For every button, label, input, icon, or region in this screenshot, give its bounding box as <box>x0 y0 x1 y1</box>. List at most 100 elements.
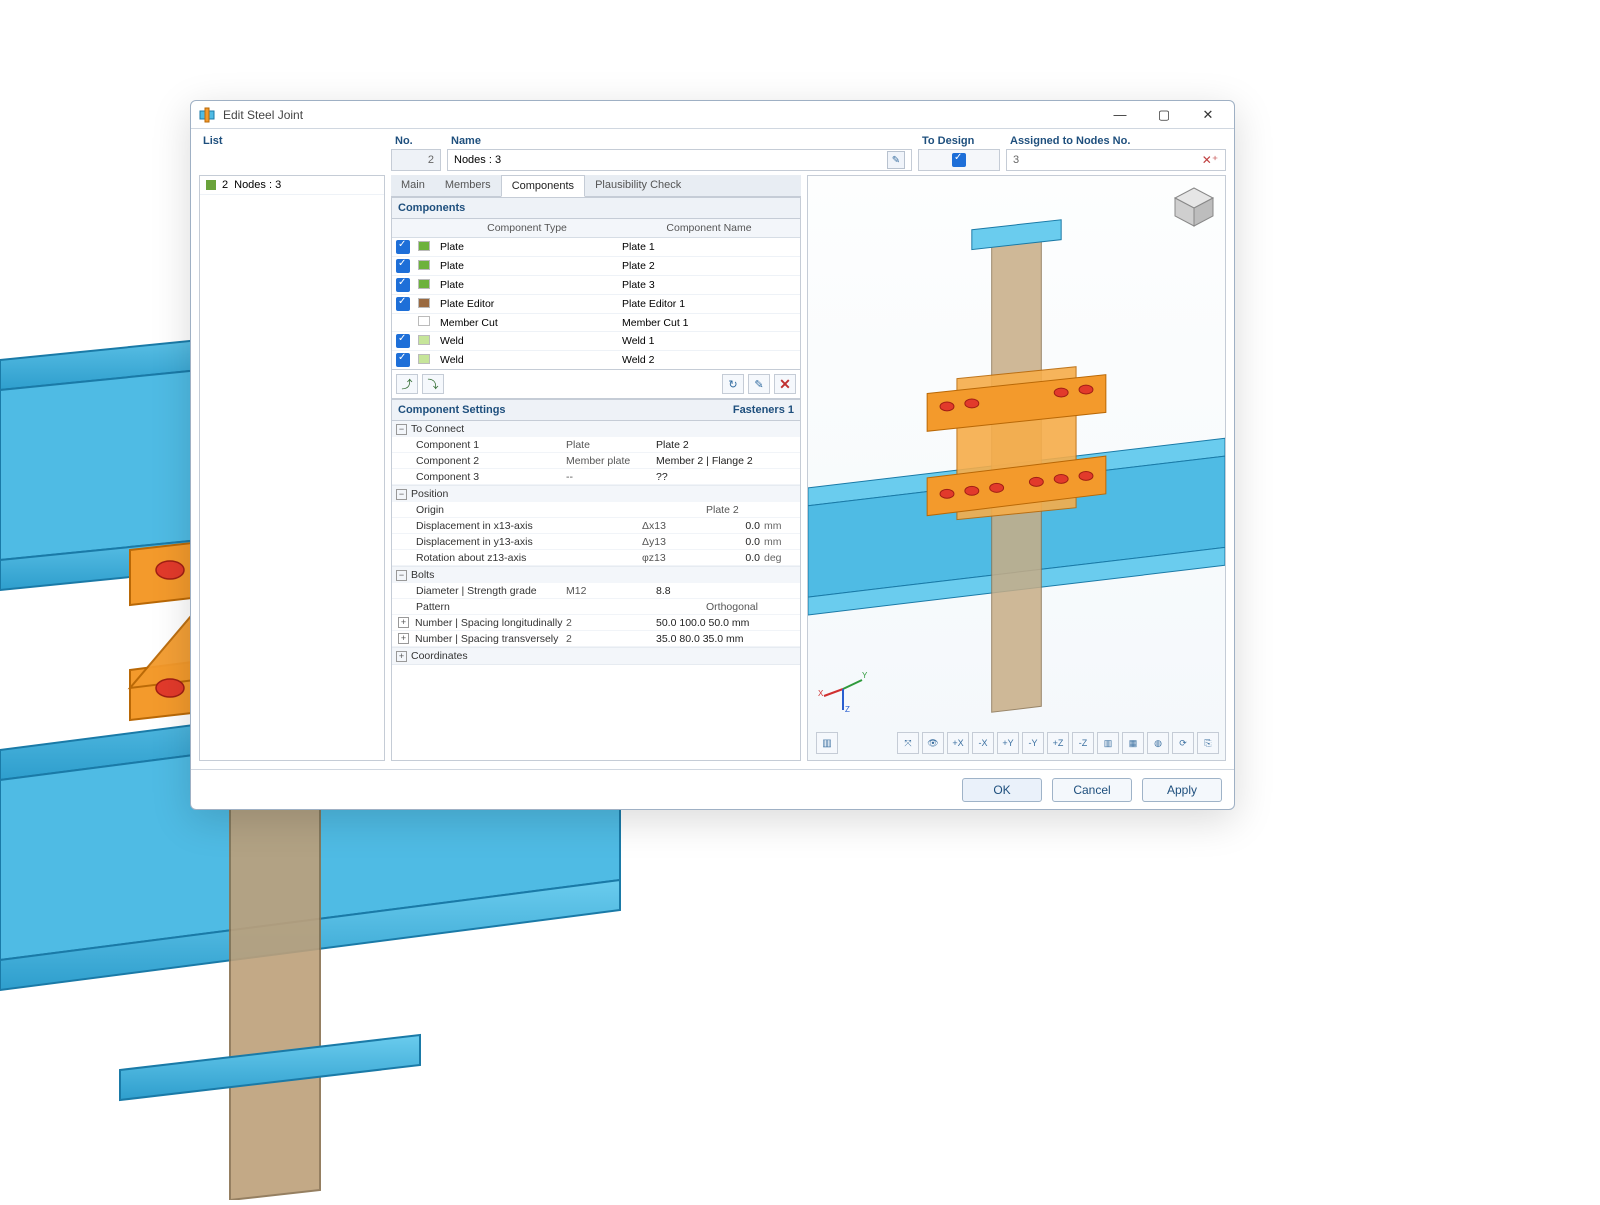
expand-toggle[interactable]: − <box>396 424 407 435</box>
row-checkbox[interactable] <box>396 240 410 254</box>
edit-button[interactable]: ✎ <box>748 374 770 394</box>
viewport-tool-12[interactable]: ⎘ <box>1197 732 1219 754</box>
tab-components[interactable]: Components <box>501 175 585 197</box>
component-row[interactable]: PlatePlate 3 <box>392 276 800 295</box>
value-name: Nodes : 3 <box>454 154 501 166</box>
row-checkbox[interactable] <box>396 297 410 311</box>
row-color-swatch-icon <box>418 316 430 326</box>
pick-nodes-icon[interactable]: ✕⁺ <box>1201 151 1219 169</box>
property-group-header[interactable]: −To Connect <box>392 421 800 437</box>
tab-plausibility-check[interactable]: Plausibility Check <box>585 175 691 196</box>
property-row[interactable]: PatternOrthogonal <box>392 599 800 615</box>
ok-button[interactable]: OK <box>962 778 1042 802</box>
delete-button[interactable]: ✕ <box>774 374 796 394</box>
minimize-button[interactable]: — <box>1102 105 1138 125</box>
row-name: Member Cut 1 <box>618 315 800 331</box>
property-row[interactable]: OriginPlate 2 <box>392 502 800 518</box>
append-row-button[interactable]: ⤵ <box>422 374 444 394</box>
property-key: Component 1 <box>416 439 566 451</box>
property-row[interactable]: Component 2Member plateMember 2 | Flange… <box>392 453 800 469</box>
property-group-header[interactable]: −Position <box>392 486 800 502</box>
viewport-tool-5[interactable]: -Y <box>1022 732 1044 754</box>
component-row[interactable]: WeldWeld 1 <box>392 332 800 351</box>
viewport-tool-11[interactable]: ⟳ <box>1172 732 1194 754</box>
settings-section-title: Component Settings <box>398 404 506 416</box>
app-icon <box>199 107 215 123</box>
apply-button[interactable]: Apply <box>1142 778 1222 802</box>
expand-toggle[interactable]: − <box>396 489 407 500</box>
viewport-render <box>808 176 1225 760</box>
property-row[interactable]: Displacement in y13-axisΔy130.0mm <box>392 534 800 550</box>
tab-members[interactable]: Members <box>435 175 501 196</box>
group-label: Bolts <box>411 569 434 581</box>
field-name[interactable]: Nodes : 3 ✎ <box>447 149 912 171</box>
property-row[interactable]: Rotation about z13-axisφz130.0deg <box>392 550 800 566</box>
component-row[interactable]: PlatePlate 1 <box>392 238 800 257</box>
property-value: 0.0 <box>690 520 760 532</box>
grid-toolbar: ⤴ ⤵ ↻ ✎ ✕ <box>391 370 801 399</box>
components-grid[interactable]: Component TypeComponent Name PlatePlate … <box>391 218 801 370</box>
property-value: 0.0 <box>690 536 760 548</box>
viewport-tool-6[interactable]: +Z <box>1047 732 1069 754</box>
dialog-footer: OK Cancel Apply <box>191 769 1234 809</box>
property-v1: Member plate <box>566 455 656 467</box>
field-to-design[interactable] <box>918 149 1000 171</box>
property-v2: ?? <box>656 471 796 483</box>
viewport-tool-10[interactable]: ◍ <box>1147 732 1169 754</box>
list-item[interactable]: 2 Nodes : 3 <box>200 176 384 195</box>
viewport-tool-8[interactable]: ▥ <box>1097 732 1119 754</box>
expand-toggle[interactable]: + <box>398 617 409 628</box>
property-key: Displacement in x13-axis <box>416 520 642 532</box>
viewport-tool-4[interactable]: +Y <box>997 732 1019 754</box>
edit-name-icon[interactable]: ✎ <box>887 151 905 169</box>
row-checkbox[interactable] <box>396 278 410 292</box>
view-cube-icon[interactable] <box>1171 184 1217 230</box>
row-checkbox[interactable] <box>396 259 410 273</box>
property-row[interactable]: +Number | Spacing longitudinally250.0 10… <box>392 615 800 631</box>
property-group-header[interactable]: +Coordinates <box>392 648 800 664</box>
property-row[interactable]: Component 1PlatePlate 2 <box>392 437 800 453</box>
component-row[interactable]: Member CutMember Cut 1 <box>392 314 800 332</box>
property-unit: mm <box>760 520 796 532</box>
viewport-settings-button[interactable]: ▥ <box>816 732 838 754</box>
list-swatch-icon <box>206 180 216 190</box>
component-row[interactable]: PlatePlate 2 <box>392 257 800 276</box>
property-key: Origin <box>416 504 706 516</box>
property-row[interactable]: Displacement in x13-axisΔx130.0mm <box>392 518 800 534</box>
list-pane[interactable]: 2 Nodes : 3 <box>199 175 385 761</box>
label-no: No. <box>391 133 441 149</box>
cancel-button[interactable]: Cancel <box>1052 778 1132 802</box>
svg-text:X: X <box>818 689 824 698</box>
tab-main[interactable]: Main <box>391 175 435 196</box>
row-type: Plate <box>436 239 618 255</box>
field-assigned[interactable]: 3 ✕⁺ <box>1006 149 1226 171</box>
viewport-tool-0[interactable]: ⤧ <box>897 732 919 754</box>
insert-row-button[interactable]: ⤴ <box>396 374 418 394</box>
row-checkbox[interactable] <box>396 353 410 367</box>
group-label: To Connect <box>411 423 464 435</box>
property-key: Component 2 <box>416 455 566 467</box>
close-button[interactable]: ✕ <box>1190 105 1226 125</box>
checkbox-to-design[interactable] <box>952 153 966 167</box>
property-grid[interactable]: −To ConnectComponent 1PlatePlate 2Compon… <box>391 420 801 761</box>
viewport-tool-3[interactable]: -X <box>972 732 994 754</box>
maximize-button[interactable]: ▢ <box>1146 105 1182 125</box>
expand-toggle[interactable]: + <box>398 633 409 644</box>
3d-viewport[interactable]: X Y Z ▥ ⤧👁+X-X+Y-Y+Z-Z▥▦◍⟳⎘ <box>807 175 1226 761</box>
refresh-button[interactable]: ↻ <box>722 374 744 394</box>
property-group-header[interactable]: −Bolts <box>392 567 800 583</box>
expand-toggle[interactable]: − <box>396 570 407 581</box>
viewport-tool-1[interactable]: 👁 <box>922 732 944 754</box>
viewport-tool-2[interactable]: +X <box>947 732 969 754</box>
component-row[interactable]: Plate EditorPlate Editor 1 <box>392 295 800 314</box>
expand-toggle[interactable]: + <box>396 651 407 662</box>
property-row[interactable]: +Number | Spacing transversely235.0 80.0… <box>392 631 800 647</box>
property-row[interactable]: Component 3--?? <box>392 469 800 485</box>
viewport-tool-7[interactable]: -Z <box>1072 732 1094 754</box>
viewport-tool-9[interactable]: ▦ <box>1122 732 1144 754</box>
row-checkbox[interactable] <box>396 334 410 348</box>
property-symbol: Δy13 <box>642 536 690 548</box>
property-row[interactable]: Diameter | Strength gradeM128.8 <box>392 583 800 599</box>
label-list: List <box>199 133 385 149</box>
component-row[interactable]: WeldWeld 2 <box>392 351 800 370</box>
